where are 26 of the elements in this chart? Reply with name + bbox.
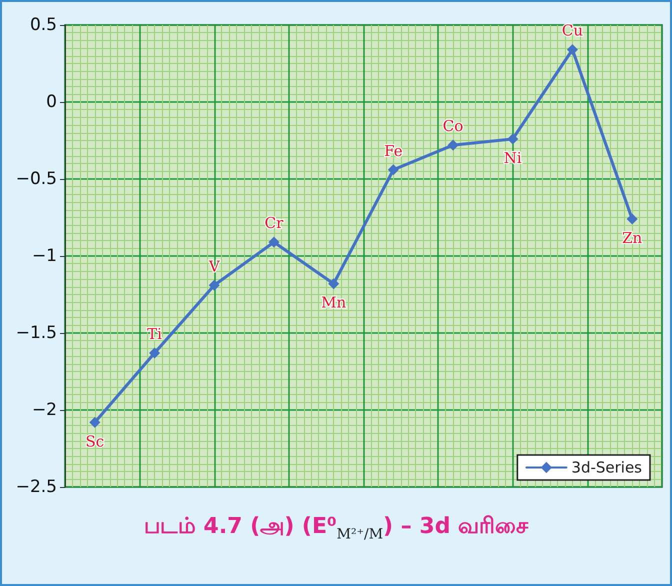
legend-label: 3d-Series: [571, 458, 642, 476]
point: [89, 416, 100, 428]
point: [507, 133, 518, 144]
y-tick-label: −1: [32, 246, 57, 266]
y-tick-label: −2.5: [16, 477, 57, 497]
point: [388, 164, 399, 176]
x-tick-label: Cu: [562, 22, 584, 40]
text: படம் 4.7 (அ) (E⁰$_{M²⁺/M}$) – 3d வரிசை: [142, 514, 530, 542]
y-tick-label: −1.5: [16, 323, 57, 343]
y-tick-label: 0: [46, 92, 57, 112]
x-tick-label: Mn: [321, 294, 346, 312]
point: [626, 214, 638, 225]
point: [328, 278, 340, 290]
point: [208, 280, 220, 291]
point: [566, 44, 578, 56]
point: [268, 236, 280, 248]
x-tick-label: Zn: [622, 229, 643, 248]
y-tick-label: 0.5: [30, 15, 57, 35]
point: [149, 348, 160, 359]
point: [448, 140, 459, 151]
x-tick-label: Co: [442, 117, 464, 136]
x-tick-label: Sc: [86, 432, 104, 450]
x-tick-label: Cr: [264, 214, 284, 232]
x-tick-label: Fe: [384, 142, 403, 160]
y-tick-label: −0.5: [16, 169, 57, 189]
y-tick-label: −2: [32, 400, 57, 420]
